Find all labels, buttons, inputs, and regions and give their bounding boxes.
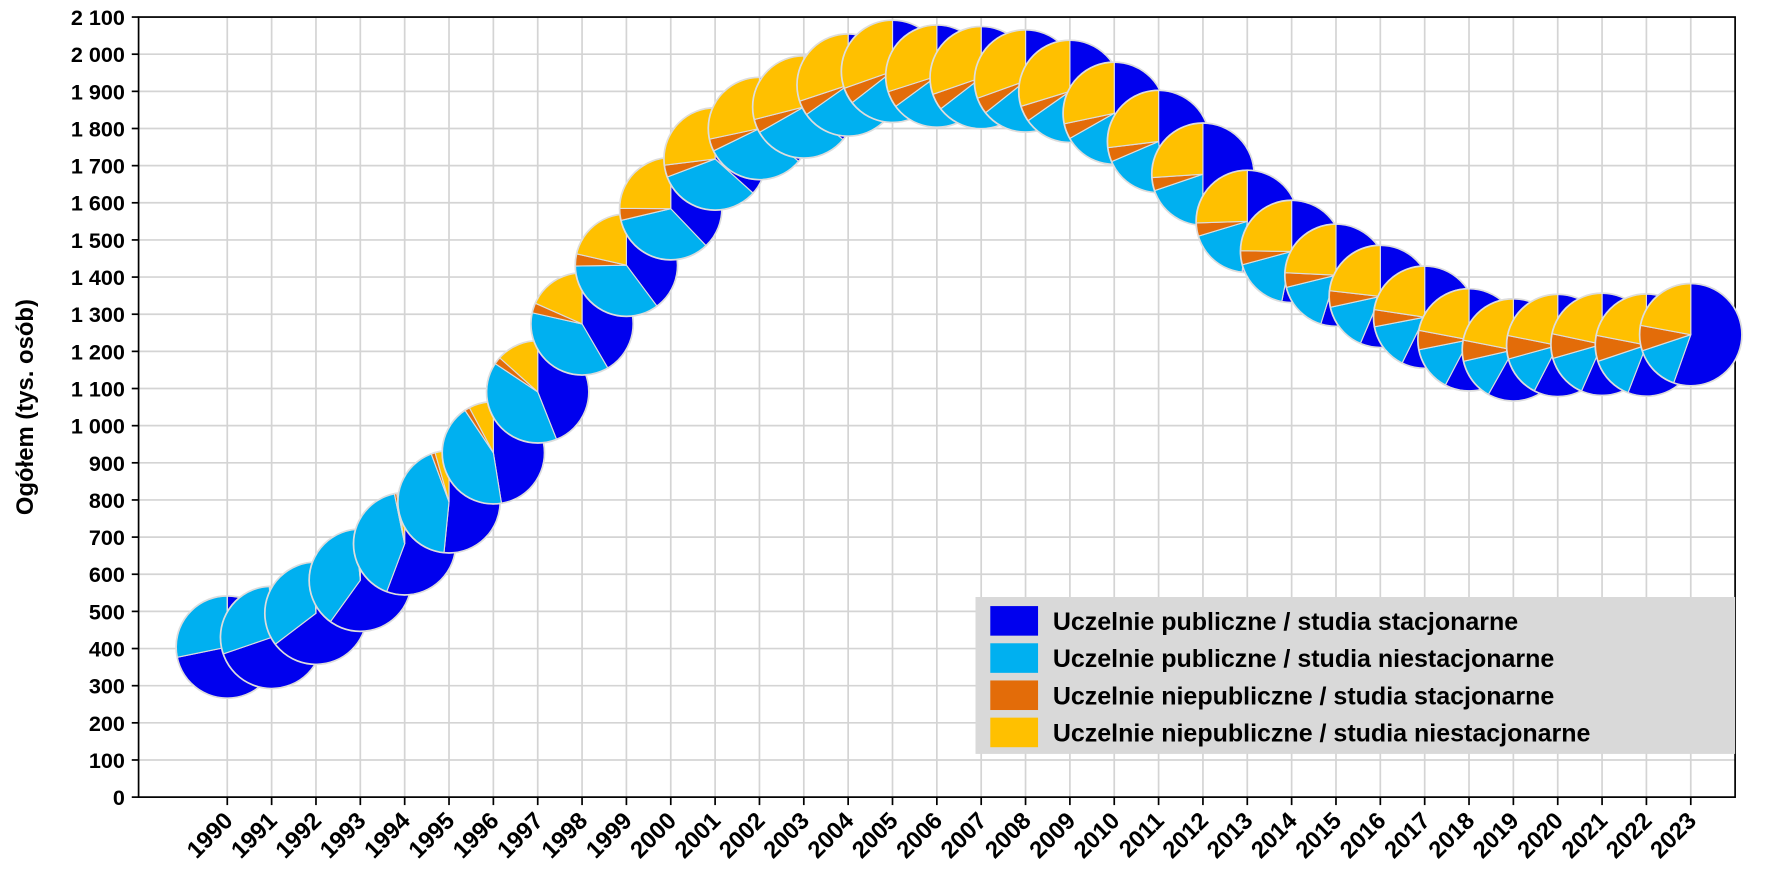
x-tick-label: 2003 xyxy=(758,807,815,864)
y-tick-label: 300 xyxy=(89,674,125,699)
x-tick-label: 2008 xyxy=(980,807,1037,864)
y-tick-label: 200 xyxy=(89,711,125,736)
legend-label: Uczelnie niepubliczne / studia niestacjo… xyxy=(1053,720,1591,748)
legend-label: Uczelnie niepubliczne / studia stacjonar… xyxy=(1053,682,1555,710)
x-tick-label: 2018 xyxy=(1423,807,1480,864)
y-axis-label: Ogółem (tys. osób) xyxy=(12,299,39,515)
x-tick-label: 2021 xyxy=(1557,807,1614,864)
x-tick-label: 2017 xyxy=(1379,807,1436,864)
x-tick-label: 1991 xyxy=(226,807,283,864)
legend-label: Uczelnie publiczne / studia niestacjonar… xyxy=(1053,645,1555,673)
y-tick-label: 600 xyxy=(89,562,125,587)
y-tick-label: 800 xyxy=(89,488,125,513)
x-tick-label: 2005 xyxy=(847,807,904,864)
legend-swatch xyxy=(990,643,1039,673)
y-tick-label: 1 500 xyxy=(71,228,125,253)
x-tick-label: 2014 xyxy=(1246,807,1303,864)
y-tick-label: 1 200 xyxy=(71,339,125,364)
x-tick-label: 2012 xyxy=(1157,807,1214,864)
y-tick-label: 1 100 xyxy=(71,376,125,401)
x-tick-label: 2010 xyxy=(1069,807,1126,864)
y-tick-label: 1 700 xyxy=(71,154,125,179)
x-tick-label: 2022 xyxy=(1601,807,1658,864)
x-tick-label: 1996 xyxy=(448,807,505,864)
x-tick-label: 1990 xyxy=(182,807,239,864)
y-tick-label: 1 400 xyxy=(71,265,125,290)
x-tick-label: 2009 xyxy=(1024,807,1081,864)
pie xyxy=(485,339,590,444)
x-tick-label: 1997 xyxy=(492,807,549,864)
x-tick-label: 2007 xyxy=(936,807,993,864)
pie-slice xyxy=(1639,282,1692,336)
x-tick-label: 2015 xyxy=(1290,807,1347,864)
x-tick-label: 1999 xyxy=(581,807,638,864)
y-tick-label: 1 900 xyxy=(71,79,125,104)
x-tick-label: 2023 xyxy=(1645,807,1702,864)
x-tick-label: 2011 xyxy=(1114,807,1170,863)
y-tick-label: 400 xyxy=(89,637,125,662)
pie-outline xyxy=(1638,282,1743,387)
x-tick-label: 2006 xyxy=(891,807,948,864)
y-tick-label: 1 300 xyxy=(71,302,125,327)
plot-frame xyxy=(137,16,1736,798)
y-tick-label: 700 xyxy=(89,525,125,550)
y-tick-label: 100 xyxy=(89,748,125,773)
y-tick-label: 900 xyxy=(89,451,125,476)
x-tick-label: 2020 xyxy=(1512,807,1569,864)
x-tick-label: 2019 xyxy=(1468,807,1525,864)
legend-swatch xyxy=(990,606,1039,636)
x-tick-label: 2016 xyxy=(1335,807,1392,864)
y-tick-label: 2 000 xyxy=(71,42,125,67)
x-tick-label: 2002 xyxy=(714,807,771,864)
x-tick-label: 1998 xyxy=(537,807,594,864)
pie-slice xyxy=(175,595,228,659)
x-tick-label: 1992 xyxy=(270,807,327,864)
x-tick-label: 2004 xyxy=(803,807,860,864)
x-tick-label: 1995 xyxy=(403,807,460,864)
x-tick-label: 2000 xyxy=(625,807,682,864)
legend-box xyxy=(975,596,1736,754)
y-tick-label: 1 800 xyxy=(71,116,125,141)
y-tick-label: 500 xyxy=(89,599,125,624)
x-tick-label: 1994 xyxy=(359,807,416,864)
y-tick-label: 1 600 xyxy=(71,191,125,216)
y-tick-label: 1 000 xyxy=(71,414,125,439)
legend-swatch xyxy=(990,717,1039,748)
y-tick-label: 2 100 xyxy=(71,5,125,30)
legend-label: Uczelnie publiczne / studia stacjonarne xyxy=(1053,608,1518,636)
x-tick-label: 2001 xyxy=(670,807,727,864)
x-tick-label: 2013 xyxy=(1202,807,1259,864)
legend-swatch xyxy=(990,680,1039,711)
y-tick-label: 0 xyxy=(113,785,125,810)
pie xyxy=(1638,282,1743,387)
x-tick-label: 1993 xyxy=(315,807,372,864)
